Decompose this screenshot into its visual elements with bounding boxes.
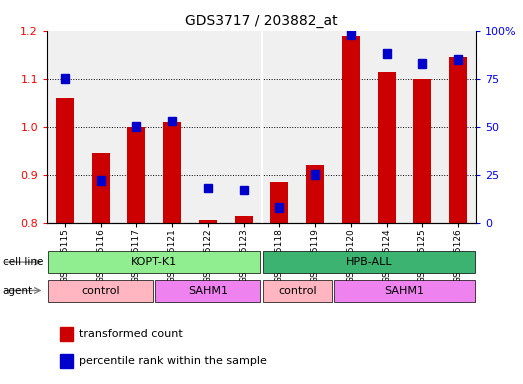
Bar — [97, 176, 105, 185]
Bar — [48, 251, 260, 273]
Bar — [235, 215, 253, 223]
Bar — [61, 74, 69, 83]
Text: agent: agent — [3, 286, 33, 296]
Text: control: control — [278, 286, 316, 296]
Bar — [128, 127, 145, 223]
Bar — [270, 182, 288, 223]
Bar — [347, 30, 355, 39]
Text: cell line: cell line — [3, 257, 43, 267]
Bar — [334, 280, 475, 302]
Bar — [48, 280, 153, 302]
Text: SAHM1: SAHM1 — [384, 286, 425, 296]
Text: transformed count: transformed count — [79, 329, 183, 339]
Title: GDS3717 / 203882_at: GDS3717 / 203882_at — [185, 14, 338, 28]
Bar — [56, 98, 74, 223]
Bar — [240, 186, 247, 194]
Text: percentile rank within the sample: percentile rank within the sample — [79, 356, 267, 366]
Bar — [311, 170, 319, 179]
Bar — [449, 57, 467, 223]
Bar — [263, 280, 332, 302]
Bar — [60, 354, 73, 368]
Bar — [263, 251, 475, 273]
Bar — [199, 220, 217, 223]
Bar — [342, 36, 360, 223]
Bar — [276, 203, 283, 212]
Bar — [155, 280, 260, 302]
Bar — [163, 122, 181, 223]
Bar — [378, 71, 395, 223]
Bar — [383, 50, 391, 58]
Bar — [454, 55, 462, 64]
Bar — [168, 117, 176, 125]
Bar — [204, 184, 212, 192]
Bar — [60, 327, 73, 341]
Text: SAHM1: SAHM1 — [188, 286, 228, 296]
Text: HPB-ALL: HPB-ALL — [345, 257, 392, 267]
Bar — [413, 79, 431, 223]
Bar — [92, 153, 110, 223]
Text: KOPT-K1: KOPT-K1 — [131, 257, 177, 267]
Text: control: control — [82, 286, 120, 296]
Bar — [306, 165, 324, 223]
Bar — [132, 122, 140, 131]
Bar — [418, 59, 426, 68]
